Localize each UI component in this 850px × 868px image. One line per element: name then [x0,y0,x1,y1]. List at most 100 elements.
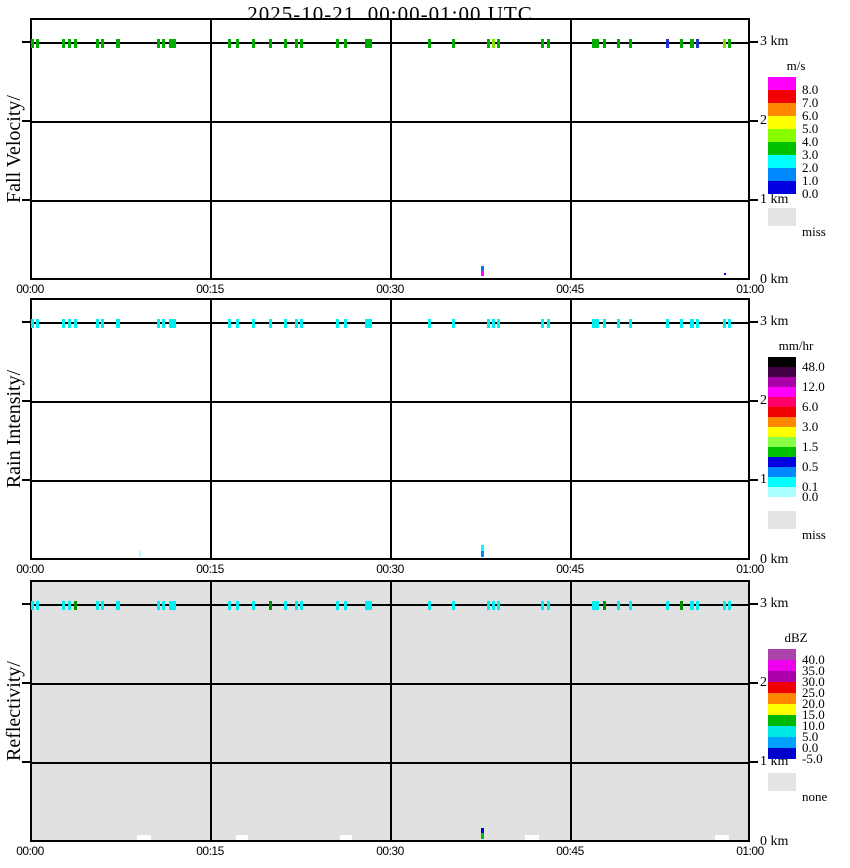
ylabel-rain-intensity: Rain Intensity/ [3,369,25,489]
echo-mark-3km [236,318,240,328]
echo-mark-3km [30,38,34,48]
axis-tick [22,682,30,684]
axis-tick [22,199,30,201]
colorbar-segment [768,77,796,90]
echo-mark-3km [115,318,120,328]
colorbar-tick-label: 5.0 [802,121,819,136]
colorbar-segment [768,168,796,181]
echo-mark-3km [695,600,699,610]
colorbar-segment [768,477,796,487]
echo-mark-3km [227,38,231,48]
gridline-0015 [210,300,212,558]
echo-mark-3km [540,600,544,610]
echo-mark-3km [452,600,456,610]
colorbar-segment [768,367,796,377]
echo-mark-3km [74,318,78,328]
echo-mark-3km [616,38,620,48]
echo-mark-3km [68,318,72,328]
echo-mark-3km [227,600,231,610]
colorbar-segment [768,726,796,737]
axis-tick [750,41,758,43]
colorbar-tick-label: 0.5 [802,459,819,474]
colorbar-tick-label: -5.0 [802,751,823,766]
gridline-0030 [390,582,392,840]
colorbar-unit-label: dBZ [784,630,808,645]
echo-mark-3km [68,600,72,610]
colorbar-segment [768,704,796,715]
echo-mark-3km [728,318,732,328]
height-tick-label: 0 km [760,272,789,287]
echo-mark-3km [591,38,599,48]
echo-mark-3km [74,600,78,610]
echo-mark-3km [251,318,255,328]
axis-tick [750,603,758,605]
echo-mark-3km [680,318,684,328]
colorbar-tick-label: 0.0 [802,186,819,201]
colorbar-segment [768,427,796,437]
colorbar-tick-label: 20.0 [802,696,825,711]
echo-mark-3km [299,38,303,48]
time-tick-label: 00:00 [16,844,44,858]
axis-tick [22,761,30,763]
plot-reflectivity [30,580,750,842]
gridline-0015 [210,20,212,278]
colorbar-segment [768,155,796,168]
axis-tick [750,479,758,481]
colorbar-segment [768,682,796,693]
height-tick-label: 3 km [760,34,789,49]
echo-mark-3km [335,38,339,48]
colorbar-unit-label: m/s [786,58,806,73]
axis-tick [22,400,30,402]
echo-mark-3km [344,600,348,610]
height-tick-label: 3 km [760,596,789,611]
echo-mark-3km [540,318,544,328]
echo-mark-3km [284,38,288,48]
colorbar-segment [768,387,796,397]
echo-mark-3km [628,600,632,610]
colorbar-tick-label: 6.0 [802,108,819,123]
echo-mark-3km [68,38,72,48]
axis-tick [22,41,30,43]
echo-mark-3km [723,318,727,328]
echo-mark-3km [680,600,684,610]
echo-mark-3km [251,600,255,610]
colorbar-segment [768,671,796,682]
echo-mark-3km [299,600,303,610]
echo-mark-3km [690,318,695,328]
echo-mark-3km [491,600,495,610]
colorbar-miss-swatch [768,208,796,226]
colorbar-segment [768,457,796,467]
echo-mark-lowlevel [715,835,730,840]
time-tick-label: 01:00 [736,844,764,858]
echo-mark-3km [35,38,39,48]
echo-mark-3km [335,318,339,328]
axis-tick [750,120,758,122]
axis-tick [22,479,30,481]
colorbar-segment [768,116,796,129]
echo-mark-3km [364,600,372,610]
colorbar-miss-label: miss [802,527,826,542]
echo-mark-3km [690,600,695,610]
echo-mark-3km [428,318,432,328]
echo-mark-lowlevel [236,835,249,840]
echo-mark-3km [169,38,177,48]
colorbar-miss-swatch [768,773,796,791]
time-tick-label: 01:00 [736,562,764,576]
echo-mark-3km [30,318,34,328]
echo-mark-3km [294,38,298,48]
plot-rain-intensity [30,298,750,560]
echo-mark-3km [344,38,348,48]
echo-mark-3km [695,318,699,328]
echo-mark-3km [452,318,456,328]
colorbar-segment [768,377,796,387]
echo-mark-3km [35,600,39,610]
echo-mark-3km [251,38,255,48]
colorbar-tick-label: 6.0 [802,399,819,414]
echo-mark-3km [364,38,372,48]
colorbar-tick-label: 5.0 [802,729,819,744]
echo-mark-3km [62,318,66,328]
colorbar-tick-label: 48.0 [802,359,825,374]
time-tick-label: 00:30 [376,282,404,296]
echo-mark-3km [591,318,599,328]
